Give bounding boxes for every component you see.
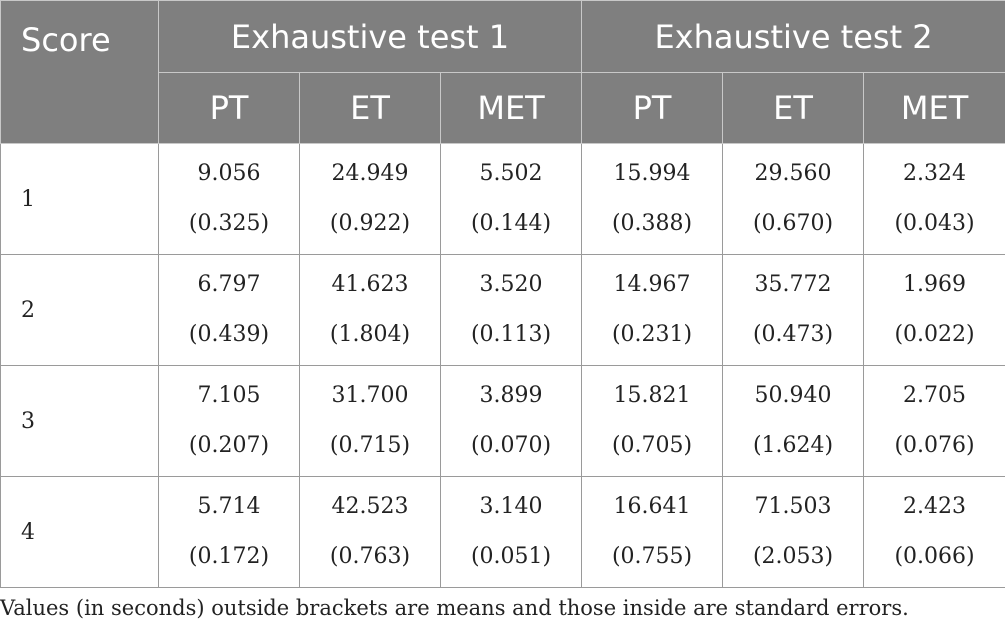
table-footnote: Values (in seconds) outside brackets are… <box>0 596 909 620</box>
group-header-exhaustive-test-2: Exhaustive test 2 <box>581 0 1005 73</box>
mean-value: 29.560 <box>754 161 832 186</box>
standard-error-value: (2.053) <box>752 544 834 569</box>
value-cell: 35.772 (0.473) <box>722 254 865 366</box>
score-cell: 1 <box>0 143 159 255</box>
mean-value: 50.940 <box>754 383 832 408</box>
mean-value: 7.105 <box>197 383 261 408</box>
header-row-groups: Score Exhaustive test 1 Exhaustive test … <box>0 0 1005 144</box>
standard-error-value: (0.439) <box>188 322 270 347</box>
value-cell: 50.940 (1.624) <box>722 365 865 477</box>
value-cell: 42.523 (0.763) <box>299 476 441 588</box>
standard-error-value: (0.172) <box>188 544 270 569</box>
value-cell: 15.821 (0.705) <box>581 365 724 477</box>
value-cell: 41.623 (1.804) <box>299 254 441 366</box>
mean-value: 2.324 <box>903 161 967 186</box>
mean-value: 15.821 <box>613 383 691 408</box>
standard-error-value: (0.325) <box>188 211 270 236</box>
table-row: 3 7.105 (0.207) 31.700 (0.715) 3.899 (0.070… <box>0 365 1005 477</box>
score-cell: 3 <box>0 365 159 477</box>
header-row-subcolumns: PT ET MET PT ET MET <box>1 72 1005 144</box>
standard-error-value: (0.473) <box>752 322 834 347</box>
value-cell: 9.056 (0.325) <box>158 143 300 255</box>
value-cell: 2.324 (0.043) <box>863 143 1005 255</box>
value-cell: 16.641 (0.755) <box>581 476 724 588</box>
standard-error-value: (0.231) <box>611 322 693 347</box>
value-cell: 14.967 (0.231) <box>581 254 724 366</box>
mean-value: 2.423 <box>903 494 967 519</box>
standard-error-value: (0.051) <box>470 544 552 569</box>
mean-value: 31.700 <box>331 383 409 408</box>
standard-error-value: (0.070) <box>470 433 552 458</box>
value-cell: 3.899 (0.070) <box>439 365 583 477</box>
value-cell: 29.560 (0.670) <box>722 143 865 255</box>
value-cell: 1.969 (0.022) <box>863 254 1005 366</box>
mean-value: 2.705 <box>903 383 967 408</box>
subcolumn-header: MET <box>439 72 583 144</box>
table-row: 1 9.056 (0.325) 24.949 (0.922) 5.502 (0.144… <box>0 143 1005 255</box>
standard-error-value: (0.670) <box>752 211 834 236</box>
mean-value: 1.969 <box>903 272 967 297</box>
score-cell: 2 <box>0 254 159 366</box>
value-cell: 6.797 (0.439) <box>158 254 300 366</box>
mean-value: 24.949 <box>331 161 409 186</box>
table-row: 2 6.797 (0.439) 41.623 (1.804) 3.520 (0.113… <box>0 254 1005 366</box>
subcolumn-header: PT <box>581 72 724 144</box>
subcolumn-header: MET <box>863 72 1005 144</box>
value-cell: 24.949 (0.922) <box>299 143 441 255</box>
mean-value: 5.502 <box>479 161 543 186</box>
mean-value: 6.797 <box>197 272 261 297</box>
mean-value: 3.899 <box>479 383 543 408</box>
standard-error-value: (0.043) <box>894 211 975 236</box>
value-cell: 2.705 (0.076) <box>863 365 1005 477</box>
standard-error-value: (0.076) <box>894 433 975 458</box>
value-cell: 2.423 (0.066) <box>863 476 1005 588</box>
table-header: Score Exhaustive test 1 Exhaustive test … <box>0 0 1005 144</box>
value-cell: 7.105 (0.207) <box>158 365 300 477</box>
standard-error-value: (0.207) <box>188 433 270 458</box>
subcolumn-header: ET <box>722 72 865 144</box>
mean-value: 3.520 <box>479 272 543 297</box>
standard-error-value: (0.763) <box>329 544 411 569</box>
mean-value: 9.056 <box>197 161 261 186</box>
standard-error-value: (0.715) <box>329 433 411 458</box>
mean-value: 16.641 <box>613 494 691 519</box>
mean-value: 35.772 <box>754 272 832 297</box>
standard-error-value: (1.624) <box>752 433 834 458</box>
subcolumn-header: ET <box>299 72 441 144</box>
value-cell: 71.503 (2.053) <box>722 476 865 588</box>
standard-error-value: (0.388) <box>611 211 693 236</box>
value-cell: 31.700 (0.715) <box>299 365 441 477</box>
table-row: 4 5.714 (0.172) 42.523 (0.763) 3.140 (0.051… <box>0 476 1005 588</box>
value-cell: 3.140 (0.051) <box>439 476 583 588</box>
value-cell: 5.714 (0.172) <box>158 476 300 588</box>
standard-error-value: (0.144) <box>470 211 552 236</box>
value-cell: 5.502 (0.144) <box>439 143 583 255</box>
standard-error-value: (0.755) <box>611 544 693 569</box>
standard-error-value: (0.922) <box>329 211 411 236</box>
subcolumn-header: PT <box>158 72 300 144</box>
value-cell: 15.994 (0.388) <box>581 143 724 255</box>
mean-value: 42.523 <box>331 494 409 519</box>
mean-value: 15.994 <box>613 161 691 186</box>
mean-value: 71.503 <box>754 494 832 519</box>
mean-value: 41.623 <box>331 272 409 297</box>
mean-value: 3.140 <box>479 494 543 519</box>
standard-error-value: (0.113) <box>470 322 552 347</box>
group-header-exhaustive-test-1: Exhaustive test 1 <box>157 0 583 73</box>
value-cell: 3.520 (0.113) <box>439 254 583 366</box>
results-table: Score Exhaustive test 1 Exhaustive test … <box>0 0 1005 588</box>
table-body: 1 9.056 (0.325) 24.949 (0.922) 5.502 (0.144… <box>0 143 1005 588</box>
mean-value: 14.967 <box>613 272 691 297</box>
standard-error-value: (0.705) <box>611 433 693 458</box>
mean-value: 5.714 <box>197 494 261 519</box>
standard-error-value: (0.066) <box>894 544 975 569</box>
score-column-header: Score <box>0 0 159 144</box>
standard-error-value: (0.022) <box>894 322 975 347</box>
score-cell: 4 <box>0 476 159 588</box>
standard-error-value: (1.804) <box>329 322 411 347</box>
